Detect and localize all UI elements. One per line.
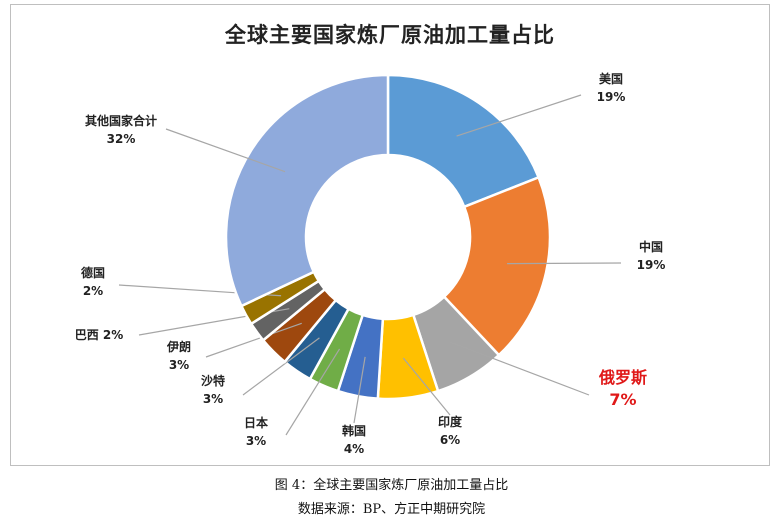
- slice-name-label-7: 沙特: [201, 373, 225, 388]
- slice-name-label-4: 印度: [438, 414, 463, 429]
- slice-name-label-3: 俄罗斯: [598, 368, 647, 387]
- leader-line-7: [242, 337, 320, 396]
- leader-line-5: [353, 356, 366, 424]
- slice-value-label-7: 3%: [203, 392, 223, 406]
- slice-value-label-5: 4%: [344, 442, 364, 456]
- leader-line-6: [285, 348, 341, 436]
- donut-slice-11: [224, 73, 390, 308]
- slice-value-label-3: 7%: [609, 390, 636, 409]
- chart-title: 全球主要国家炼厂原油加工量占比: [225, 23, 555, 47]
- leader-line-3: [449, 341, 590, 396]
- donut-chart: 美国 19% 中国 19% 俄罗斯 7% 印度 6% 韩国 4% 日本 3% 沙特 3% 伊朗 3% 巴西 2%…: [75, 71, 666, 456]
- leader-line-2: [507, 262, 622, 265]
- slice-name-label-2: 中国: [639, 239, 663, 254]
- slice-value-label-4: 6%: [440, 433, 460, 447]
- donut-slice-2: [442, 175, 552, 357]
- slice-value-label-10: 2%: [83, 284, 103, 298]
- leader-line-4: [402, 357, 451, 416]
- donut-slice-1: [386, 73, 541, 209]
- slice-name-label-8: 伊朗: [166, 339, 191, 354]
- slice-value-label-11: 32%: [107, 132, 136, 146]
- figure-caption: 图 4：全球主要国家炼厂原油加工量占比: [274, 478, 509, 493]
- slice-name-label-1: 美国: [599, 71, 623, 86]
- slice-name-label-9: 巴西 2%: [75, 328, 124, 342]
- slice-value-label-6: 3%: [246, 434, 266, 448]
- chart-frame: 全球主要国家炼厂原油加工量占比 美国 19% 中国 19% 俄罗斯 7% 印度 6% 韩国 4% 日…: [10, 4, 770, 466]
- source-caption: 数据来源：BP、方正中期研究院: [297, 502, 486, 517]
- slice-name-label-10: 德国: [81, 265, 105, 280]
- slice-name-label-11: 其他国家合计: [85, 113, 157, 128]
- slice-name-label-5: 韩国: [342, 423, 366, 438]
- leader-line-1: [456, 94, 582, 137]
- slice-value-label-8: 3%: [169, 358, 189, 372]
- leader-line-11: [165, 128, 286, 173]
- slice-value-label-1: 19%: [597, 90, 626, 104]
- slice-value-label-2: 19%: [637, 258, 666, 272]
- leader-line-8: [205, 322, 302, 358]
- slice-name-label-6: 日本: [244, 415, 268, 430]
